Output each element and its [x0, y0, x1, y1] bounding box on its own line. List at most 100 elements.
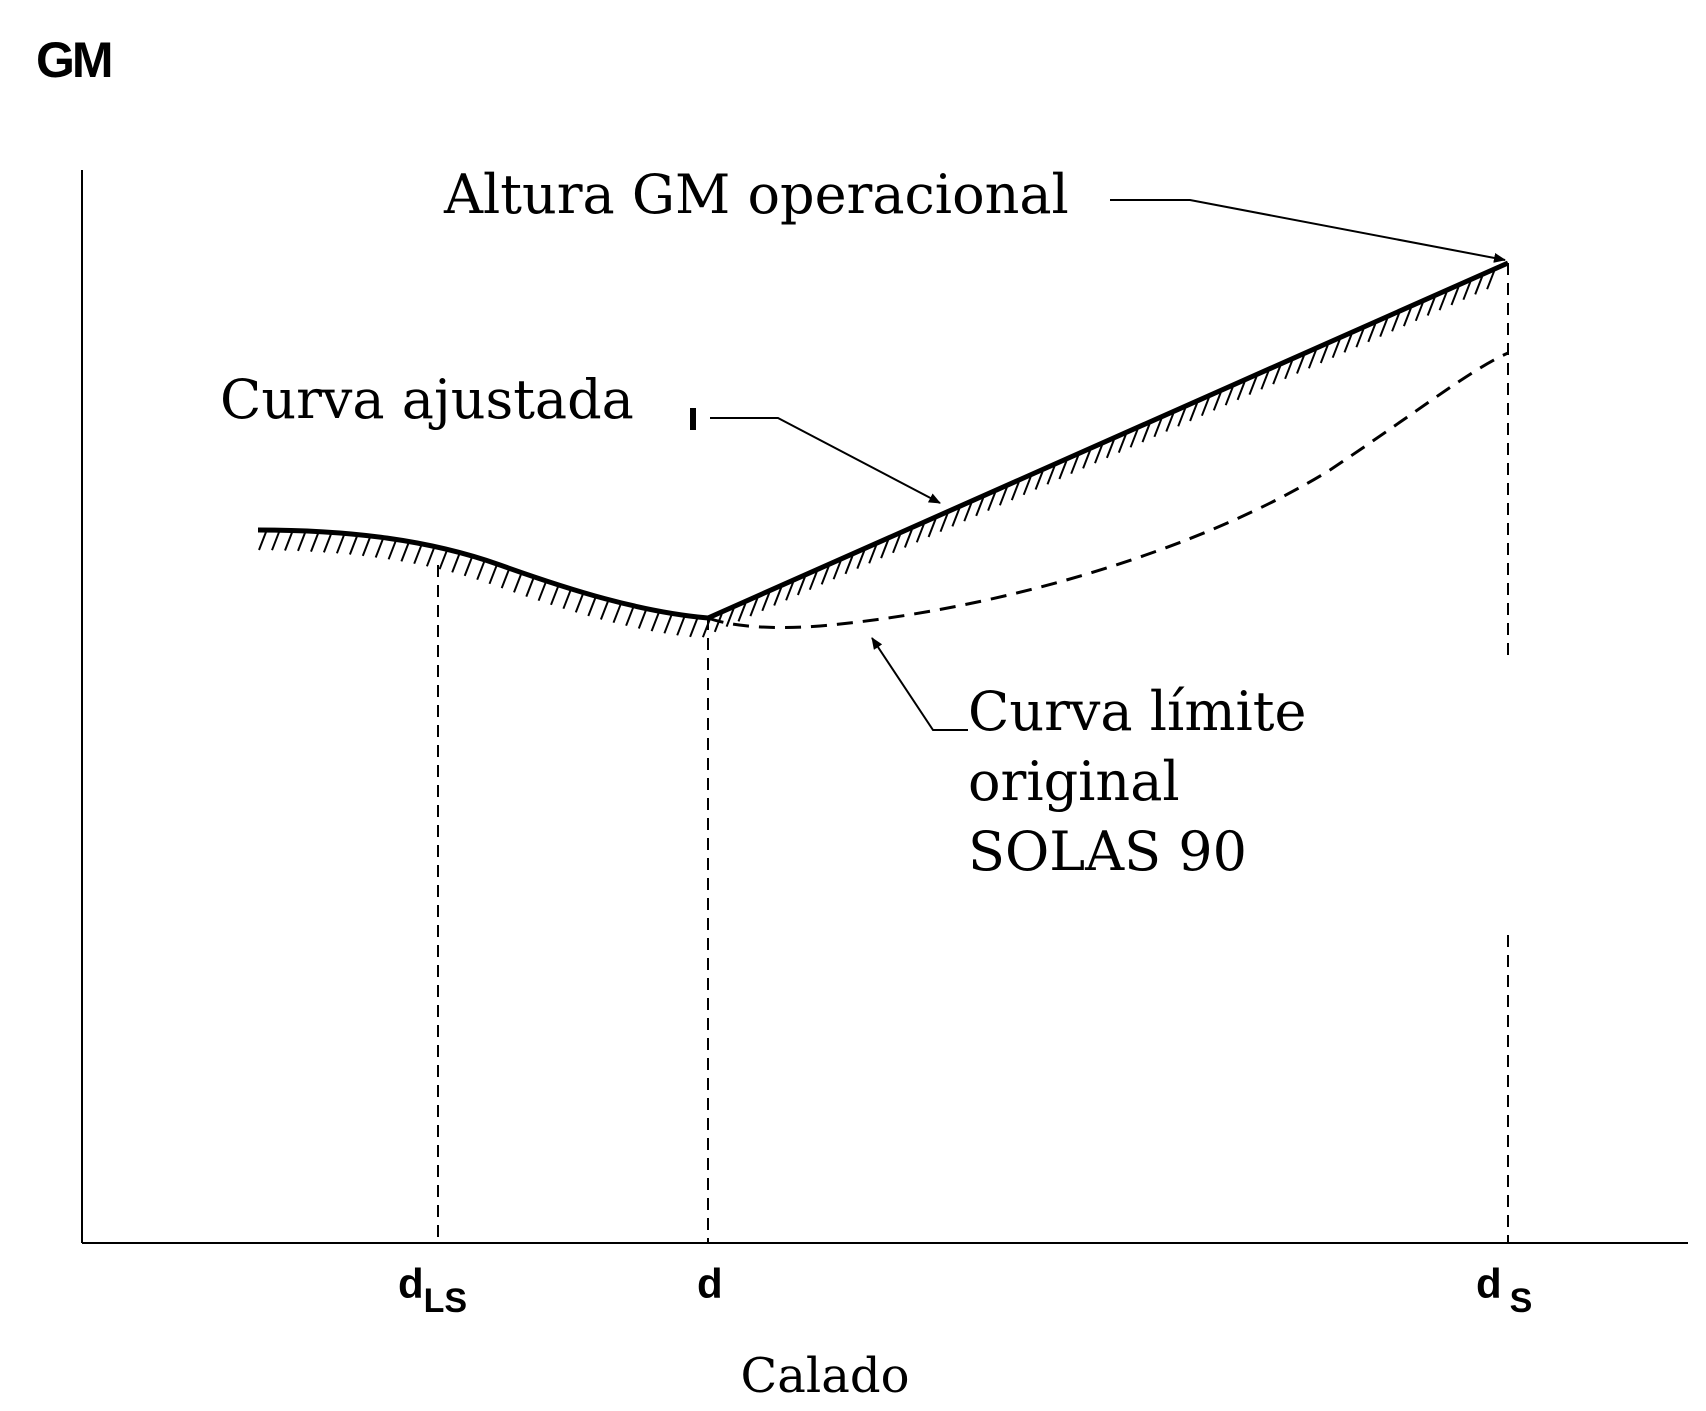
hatch-mark [374, 539, 384, 558]
hatch-mark [820, 566, 830, 585]
hatch-mark [625, 607, 635, 627]
hatch-mark [1319, 344, 1329, 364]
hatch-mark [310, 533, 319, 552]
hatch-mark [1248, 376, 1258, 395]
hatch-mark [1331, 339, 1341, 359]
tick-label-d: d [697, 1260, 723, 1307]
hatch-mark [1367, 323, 1377, 343]
hatch-mark [400, 543, 410, 562]
hatch-mark [1117, 434, 1127, 453]
hatch-mark [1438, 291, 1448, 311]
hatch-mark [880, 539, 890, 559]
hatch-mark [637, 610, 647, 629]
hatch-mark [808, 571, 818, 591]
hatch-mark [322, 534, 332, 553]
hatch-mark [796, 576, 806, 596]
hatch-mark [773, 587, 783, 606]
hatch-mark [701, 618, 711, 638]
hatch-mark [361, 537, 371, 557]
hatch-mark [1034, 471, 1044, 490]
hatch-mark [1141, 423, 1151, 443]
hatch-mark [1296, 355, 1305, 374]
hatch-mark [998, 486, 1008, 506]
hatch-mark [1046, 465, 1056, 485]
hatch-mark [1414, 302, 1424, 322]
hatch-mark [574, 594, 584, 613]
hatch-mark [713, 613, 723, 633]
hatch-mark [258, 531, 267, 551]
hatch-mark [892, 534, 901, 554]
hatch-mark [927, 518, 937, 538]
hatch-mark [1105, 439, 1115, 459]
hatch-mark [832, 560, 842, 580]
hatch-mark [903, 529, 913, 548]
annotation-altura-gm-operacional: Altura GM operacional [443, 163, 1069, 226]
y-axis-label: GM [36, 32, 111, 88]
hatch-mark [856, 550, 866, 569]
hatch-mark [1355, 328, 1365, 348]
series-curva-ajustada [257, 260, 1510, 621]
x-axis-label: Calado [741, 1348, 910, 1404]
annotation-curva-ajustada: Curva ajustada [220, 368, 634, 431]
hatch-mark [513, 574, 522, 593]
tick-label-dls: dLS [398, 1260, 467, 1320]
hatch-mark [476, 561, 486, 581]
hatch-mark [348, 536, 358, 555]
hatch-mark [1486, 270, 1496, 290]
annotation-mark [690, 408, 696, 430]
hatch-mark [1260, 370, 1270, 390]
hatch-mark [271, 531, 280, 551]
hatch-mark [297, 532, 306, 552]
arrow-ajustada [710, 417, 941, 504]
hatch-mark [425, 547, 435, 567]
hatch-mark [725, 608, 735, 627]
hatch-mark [737, 603, 747, 622]
hatch-mark [915, 523, 925, 543]
hatch-mark [749, 597, 759, 617]
hatch-mark [987, 492, 997, 511]
hatch-mark [1070, 455, 1080, 475]
hatch-mark [1462, 281, 1472, 301]
hatch-mark [1212, 392, 1222, 411]
hatch-mark [1402, 307, 1412, 327]
hatch-mark [284, 532, 293, 551]
annotation-line-2: original [968, 750, 1180, 813]
hatch-mark [1343, 334, 1353, 353]
hatch-mark [1010, 481, 1020, 501]
annotation-line-1: Curva límite [968, 680, 1306, 743]
hatch-mark [785, 581, 795, 601]
hatch-mark [951, 508, 961, 527]
series-curva-limite [707, 351, 1509, 630]
hatching [258, 270, 1496, 638]
hatch-mark [1082, 450, 1092, 469]
hatch-mark [650, 612, 660, 632]
hatch-mark [335, 534, 345, 554]
hatch-mark [1272, 365, 1282, 385]
hatch-mark [1177, 407, 1187, 427]
annotation-curva-limite: Curva límite original SOLAS 90 [968, 680, 1324, 883]
hatch-mark [1224, 386, 1234, 406]
hatch-mark [1391, 312, 1401, 332]
hatch-mark [537, 582, 547, 602]
annotation-line-3: SOLAS 90 [968, 820, 1247, 883]
hatch-mark [451, 554, 461, 573]
hatch-mark [975, 497, 985, 517]
hatch-mark [488, 565, 498, 585]
hatch-mark [689, 618, 699, 638]
arrow-operacional [1110, 199, 1506, 263]
hatch-mark [438, 550, 448, 570]
hatch-mark [587, 597, 597, 617]
hatch-mark [1165, 413, 1175, 432]
hatch-mark [963, 502, 973, 522]
hatch-mark [1236, 381, 1246, 401]
hatch-mark [1189, 402, 1199, 422]
hatch-mark [676, 616, 686, 636]
hatch-mark [1058, 460, 1068, 480]
hatch-mark [1284, 360, 1294, 380]
hatch-mark [844, 555, 854, 575]
hatch-mark [1307, 349, 1317, 369]
hatch-mark [1200, 397, 1210, 417]
hatch-mark [761, 592, 771, 612]
